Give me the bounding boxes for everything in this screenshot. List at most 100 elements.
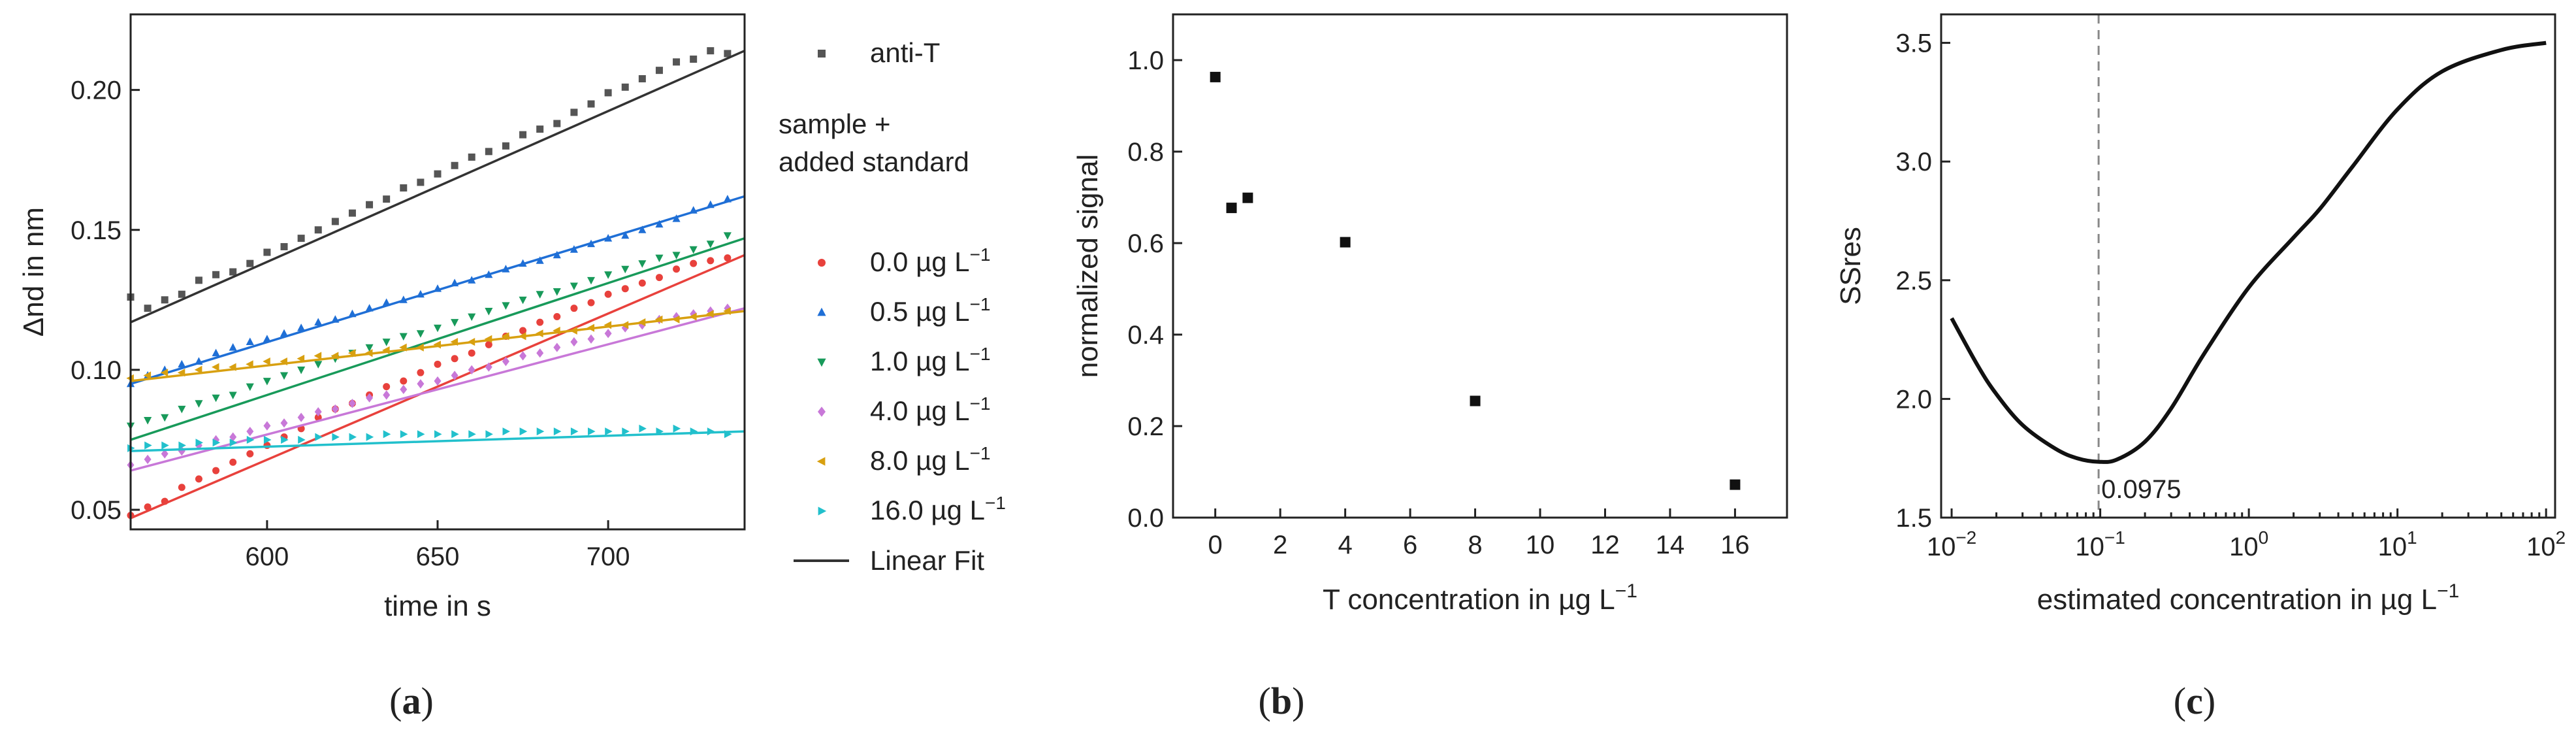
data-point-c4-19 <box>451 371 459 380</box>
y-tick-label-4: 3.5 <box>1895 29 1932 58</box>
data-point-c16-21 <box>485 430 493 439</box>
legend-marker-shape-c1 <box>817 358 826 367</box>
x-tick-label-650: 650 <box>416 542 460 571</box>
panel-c-y-ticks: 1.5 2.0 2.5 3.0 3.5 <box>1895 29 1950 533</box>
series-c16 <box>127 424 732 452</box>
x-tick-label-2: 100 <box>2229 527 2268 561</box>
data-point-c05-3 <box>178 359 186 368</box>
data-point-c4-27 <box>587 334 595 344</box>
data-point-c0-6 <box>229 458 237 466</box>
data-point-c16-27 <box>588 427 596 436</box>
legend-marker-4-0 <box>818 406 826 417</box>
x-tick-label-8: 8 <box>1468 531 1482 559</box>
data-point-c4-13 <box>348 399 356 408</box>
data-point-c4-9 <box>280 418 288 428</box>
y-tick-label-2: 2.5 <box>1895 267 1932 295</box>
data-point-c4-23 <box>519 351 527 361</box>
data-point-c0-25 <box>553 313 561 321</box>
data-point-c16-18 <box>434 430 442 439</box>
y-tick-label-3: 0.6 <box>1127 229 1164 258</box>
data-point-c1-24 <box>536 291 544 299</box>
data-point-anti_T-28 <box>604 89 612 97</box>
data-point-c4-3 <box>178 446 185 456</box>
x-tick-label-4: 4 <box>1338 531 1352 559</box>
legend-marker-shape-anti-t <box>818 50 826 58</box>
data-point-c16-3 <box>178 441 186 450</box>
data-point-c16-14 <box>366 433 374 441</box>
data-point-c0-3 <box>178 484 185 491</box>
data-point-c05-9 <box>280 329 289 337</box>
data-point-c0-1 <box>144 503 152 511</box>
data-point-c1-4 <box>195 400 203 408</box>
data-point-anti_T-1 <box>144 305 152 312</box>
data-point-c4-10 <box>297 412 305 422</box>
data-point-2 <box>1242 192 1253 203</box>
x-tick-label-10: 10 <box>1526 531 1555 559</box>
x-tick-label-600: 600 <box>246 542 289 571</box>
data-point-c0-11 <box>314 414 322 422</box>
data-point-c1-30 <box>638 260 647 268</box>
data-point-c4-1 <box>144 454 152 465</box>
data-point-anti_T-11 <box>314 226 322 234</box>
data-point-c4-26 <box>570 337 578 347</box>
data-point-c16-6 <box>229 439 238 447</box>
panel-c-minimum-annotation: 0.0975 <box>2101 475 2181 504</box>
x-tick-label-6: 6 <box>1403 531 1417 559</box>
data-point-anti_T-20 <box>468 153 475 161</box>
series-anti_T <box>127 47 732 312</box>
fit-line-c8 <box>130 310 745 382</box>
data-point-c4-25 <box>553 342 561 352</box>
data-point-c1-28 <box>604 271 613 279</box>
data-point-c16-23 <box>519 427 528 436</box>
panel-b-x-axis-label: T concentration in µg L−1 <box>1323 580 1637 616</box>
data-point-c8-1 <box>143 371 152 380</box>
data-point-c8-2 <box>160 369 169 377</box>
panel-a-x-axis-label: time in s <box>384 590 491 622</box>
data-point-anti_T-26 <box>570 108 578 116</box>
data-point-c1-25 <box>553 288 561 296</box>
data-point-c1-9 <box>280 372 289 380</box>
panel-label-b: (b) <box>1259 680 1305 722</box>
data-point-c05-7 <box>246 337 254 345</box>
fit-line-c4 <box>130 307 745 472</box>
y-tick-label-1: 0.2 <box>1127 412 1164 441</box>
data-point-c4-14 <box>366 393 374 403</box>
data-point-anti_T-10 <box>297 235 305 242</box>
data-point-c05-30 <box>638 225 647 233</box>
data-point-c1-2 <box>161 414 169 422</box>
data-point-c0-16 <box>400 377 408 385</box>
y-tick-label-0: 0.0 <box>1127 504 1164 533</box>
data-point-anti_T-4 <box>195 276 202 284</box>
data-point-1 <box>1226 203 1237 214</box>
data-point-5 <box>1730 479 1741 490</box>
data-point-c0-26 <box>570 305 578 312</box>
data-point-anti_T-14 <box>366 201 374 208</box>
data-point-c4-29 <box>621 323 629 333</box>
data-point-c1-21 <box>485 308 493 316</box>
legend-marker-0-0 <box>818 259 826 267</box>
x-tick-label-4: 102 <box>2526 527 2566 561</box>
y-tick-label-1: 0.10 <box>71 356 121 385</box>
y-tick-label-2: 0.4 <box>1127 321 1164 350</box>
fit-line-anti_T <box>130 50 745 324</box>
y-tick-label-1: 2.0 <box>1895 385 1932 414</box>
data-point-c16-9 <box>281 435 289 444</box>
data-point-c4-17 <box>417 379 425 389</box>
fit-line-c05 <box>130 195 745 385</box>
panel-c-x-ticks: 10−2 10−1 100 101 102 <box>1927 508 2566 561</box>
fit-line-c1 <box>130 237 745 441</box>
data-point-c0-29 <box>621 285 629 293</box>
data-point-c1-6 <box>229 391 237 399</box>
data-point-c1-18 <box>434 324 442 333</box>
data-point-c4-28 <box>604 329 612 339</box>
legend-label-16-0: 16.0 µg L−1 <box>870 493 1006 525</box>
panel-label-c: (c) <box>2174 680 2215 722</box>
data-point-c1-1 <box>144 417 152 425</box>
data-point-c8-11 <box>314 352 322 360</box>
data-point-c16-10 <box>298 435 306 444</box>
legend-marker-shape-c4 <box>818 406 826 417</box>
data-point-c05-11 <box>314 318 323 325</box>
data-point-c0-27 <box>587 299 595 307</box>
data-point-c0-31 <box>655 274 663 282</box>
data-point-c0-5 <box>212 467 220 474</box>
